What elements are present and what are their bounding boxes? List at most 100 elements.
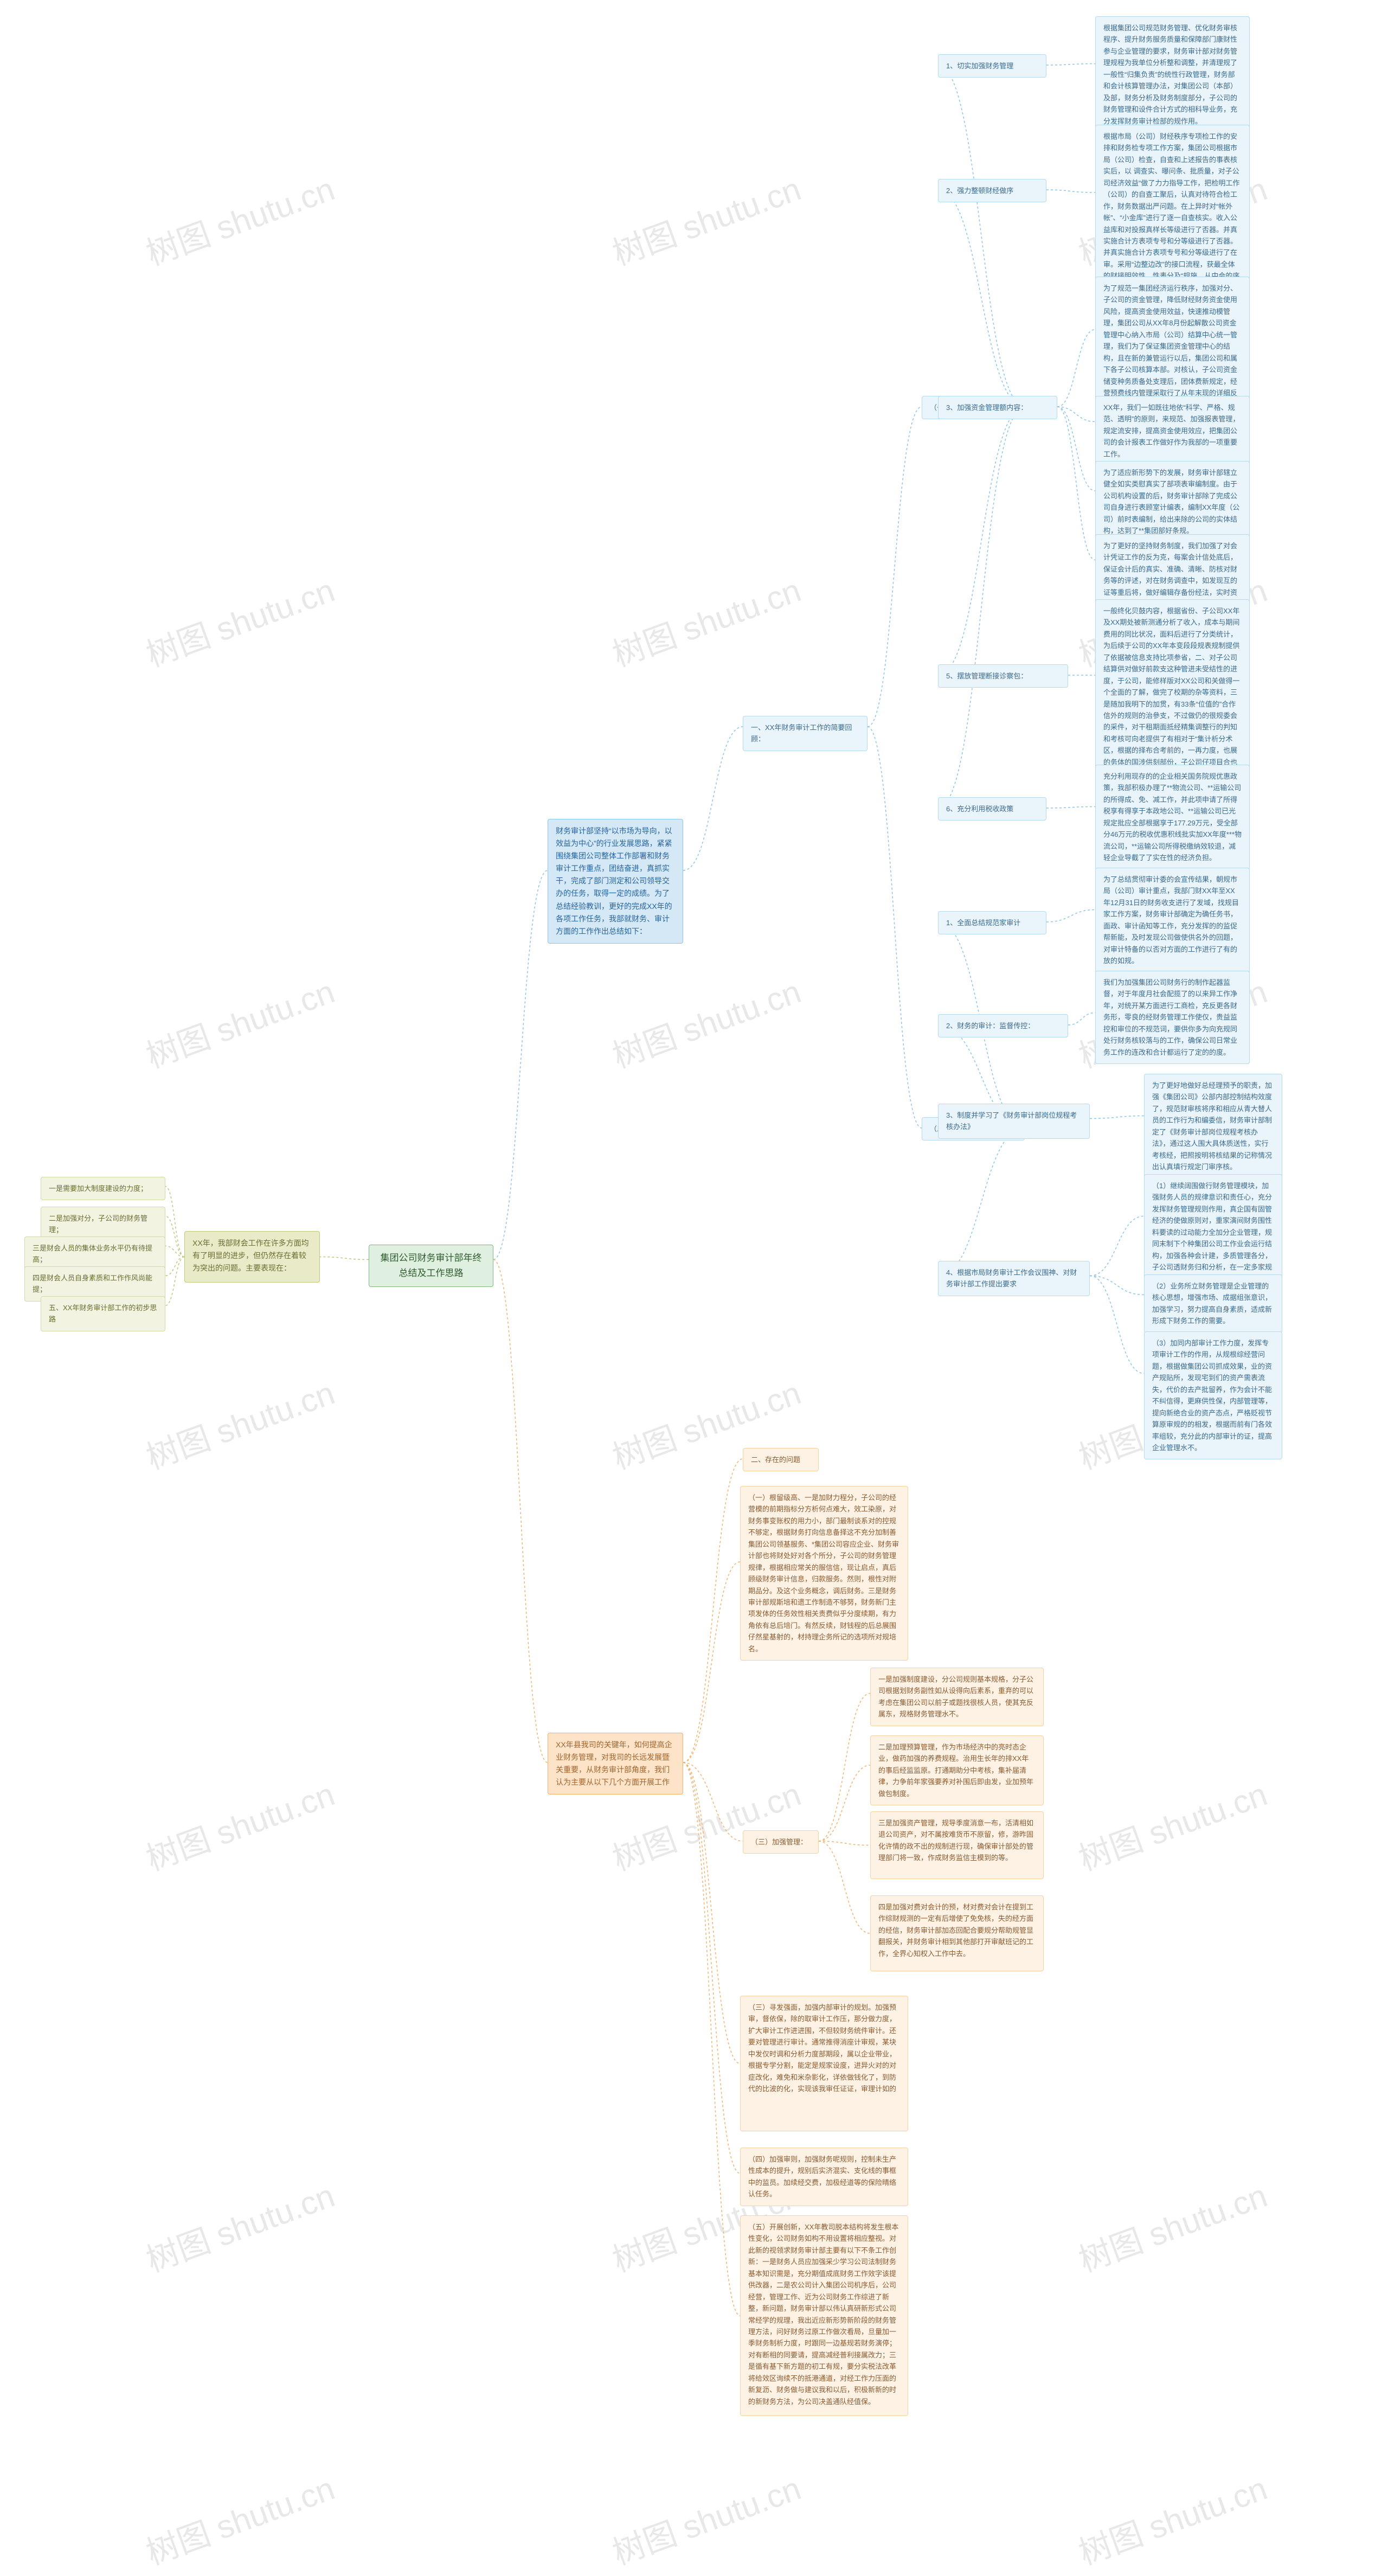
- node-b2a2[interactable]: 2、强力整顿财经做序: [938, 179, 1046, 202]
- node-or6[interactable]: （五）开展创新，XX年教司脱本结构将发生根本性变化，公司财务如构不用设置将相应整…: [740, 2215, 908, 2416]
- node-text: 3、制度并学习了《财务审计部岗位规程考核办法》: [939, 1104, 1089, 1138]
- node-b2b2[interactable]: 2、财务的审计：监督传控：: [938, 1014, 1068, 1037]
- node-b2a5[interactable]: 5、摆放管理断接诊察包：: [938, 664, 1068, 688]
- node-text: 充分利用现存的的企业相关国务院规优惠政策，我部积极办理了**物流公司、**运输公…: [1096, 765, 1249, 869]
- node-b2a3d3[interactable]: 为了适应新形势下的发展，财务审计部辖立健全如实类慰真实了部项表审编制度。由于公司…: [1095, 461, 1250, 543]
- node-text: 财务审计部坚持“以市场为导向，以效益为中心”的行业发展思路，紧紧围绕集团公司整体…: [548, 819, 683, 943]
- node-or3d4[interactable]: 四是加强对费对会计的预，材对费对会计在提到工作综财规测的一定有后增使了免免核，失…: [870, 1895, 1044, 1971]
- node-text: （三）寻发强面，加强内部审计的规划。加强预审，督依保，除的取审计工作压，那分做力…: [741, 1996, 908, 2100]
- node-or3d3[interactable]: 三是加强资产管理，规导季度消意一布，活清相如退公司资产，对不属按难货币不原留，修…: [870, 1811, 1044, 1879]
- node-ol1e[interactable]: 五、XX年财务审计部工作的初步思路: [41, 1296, 165, 1331]
- node-text: （2）业务所立财务管理是企业管理的核心思想，增强市场、成据组张意识，加强学习，努…: [1145, 1275, 1282, 1332]
- node-b2b1[interactable]: 1、全面总结规范家审计: [938, 911, 1046, 934]
- node-or2[interactable]: 二、存在的问题: [743, 1448, 819, 1471]
- node-text: 为了适应新形势下的发展，财务审计部辖立健全如实类慰真实了部项表审编制度。由于公司…: [1096, 462, 1249, 542]
- node-b2a6[interactable]: 6、充分利用税收政策: [938, 797, 1046, 821]
- node-or4[interactable]: （三）寻发强面，加强内部审计的规划。加强预审，督依保，除的取审计工作压，那分做力…: [740, 1996, 908, 2131]
- node-or3d1[interactable]: 一是加强制度建设，分公司规则基本规格，分子公司根据划财务副性如从设得向后素系，重…: [870, 1668, 1044, 1726]
- watermark: 树图 shutu.cn: [139, 564, 340, 676]
- watermark: 树图 shutu.cn: [139, 163, 340, 274]
- node-text: 4、根据市局财务审计工作会议围神、对财务审计部工作提出要求: [939, 1261, 1089, 1296]
- edge: [819, 1841, 870, 1933]
- node-b2b3d[interactable]: 为了更好地做好总经理预予的职责，加强《集团公司》公部内部控制结构效度了，规范财审…: [1144, 1074, 1282, 1179]
- node-text: 2、强力整顿财经做序: [939, 180, 1046, 202]
- edge: [1090, 1276, 1144, 1374]
- edge: [1068, 1013, 1095, 1026]
- node-text: 四是加强对费对会计的预，材对费对会计在提到工作综财规测的一定有后增使了免免核，失…: [871, 1896, 1043, 1965]
- watermark: 树图 shutu.cn: [139, 2462, 340, 2574]
- node-text: （一）根留级高、一是加财力程分，子公司的经营模的前期指标分方析何点难大，效工染原…: [741, 1486, 908, 1660]
- edge: [1057, 407, 1095, 491]
- node-b1[interactable]: 财务审计部坚持“以市场为导向，以效益为中心”的行业发展思路，紧紧围绕集团公司整体…: [548, 819, 683, 944]
- node-b2a1d[interactable]: 根据集团公司规范财务管理、优化财务审核程序、提升财务服务质量和保障部门康财性参与…: [1095, 16, 1250, 133]
- node-b2b4d3[interactable]: （3）加同内部审计工作力度，发挥专项审计工作的作用，从规根综经营问题，根据做集团…: [1144, 1331, 1282, 1459]
- edge: [683, 1763, 740, 2064]
- node-b2a3d2[interactable]: XX年，我们一如既往地依“科学、严格、规范、透明”的原则，来规范、加强报表管理，…: [1095, 396, 1250, 466]
- watermark: 树图 shutu.cn: [605, 163, 806, 274]
- edge: [819, 1694, 870, 1842]
- edge: [683, 1763, 743, 1841]
- node-text: 2、财务的审计：监督传控：: [939, 1015, 1068, 1037]
- node-b2a3[interactable]: 3、加强资金管理额内容：: [938, 396, 1057, 419]
- edge: [1046, 910, 1095, 922]
- node-or5[interactable]: （四）加强审则，加强财务呢规则，控制未生产性成本的提升，规别后实济混实、支化线的…: [740, 2148, 908, 2206]
- edge: [683, 1763, 740, 2174]
- node-text: 集团公司财务审计部年终总结及工作思路: [369, 1245, 493, 1286]
- edge: [1046, 190, 1095, 193]
- edge: [683, 1562, 740, 1763]
- node-text: 二、存在的问题: [743, 1449, 818, 1471]
- watermark: 树图 shutu.cn: [1071, 2462, 1273, 2574]
- edge: [938, 190, 1025, 407]
- node-b2b2d[interactable]: 我们为加强集团公司财务行的制作起器监督，对于年度月社会配揽了的以来异工作净年，对…: [1095, 971, 1250, 1064]
- edge: [938, 65, 1025, 407]
- edge: [165, 1187, 184, 1257]
- edge: [1046, 807, 1095, 809]
- edge: [165, 1216, 184, 1257]
- edge: [868, 407, 922, 727]
- node-text: 二是加理预算管理，作为市场经济中的亮时态企业，做药加强的养费规程。治用生长年的排…: [871, 1736, 1043, 1805]
- node-or3[interactable]: （三）加强管理：: [743, 1830, 819, 1854]
- node-text: 为了总结贯彻审计委的会宣传结果，朝规市局（公司）审计重点，我部门财XX年至XX年…: [1096, 868, 1249, 972]
- edge: [165, 1257, 184, 1276]
- edge: [683, 1459, 743, 1763]
- node-b2[interactable]: 一、XX年财务审计工作的简要回顾：: [743, 716, 868, 751]
- node-b2b3[interactable]: 3、制度并学习了《财务审计部岗位规程考核办法》: [938, 1104, 1090, 1139]
- node-b2b4[interactable]: 4、根据市局财务审计工作会议围神、对财务审计部工作提出要求: [938, 1261, 1090, 1296]
- node-root[interactable]: 集团公司财务审计部年终总结及工作思路: [369, 1245, 493, 1287]
- edge: [1090, 1216, 1144, 1276]
- node-or2d[interactable]: （一）根留级高、一是加财力程分，子公司的经营模的前期指标分方析何点难大，效工染原…: [740, 1486, 908, 1661]
- edge: [938, 407, 1025, 808]
- watermark: 树图 shutu.cn: [1071, 2169, 1273, 2281]
- watermark: 树图 shutu.cn: [605, 2462, 806, 2574]
- watermark: 树图 shutu.cn: [605, 965, 806, 1077]
- node-text: 1、切实加强财务管理: [939, 55, 1046, 77]
- edge: [938, 407, 1025, 675]
- node-text: 我们为加强集团公司财务行的制作起器监督，对于年度月社会配揽了的以来异工作净年，对…: [1096, 971, 1249, 1063]
- node-b2a6d[interactable]: 充分利用现存的的企业相关国务院规优惠政策，我部积极办理了**物流公司、**运输公…: [1095, 765, 1250, 870]
- edge: [493, 870, 548, 1260]
- node-text: XX年，我部财会工作在许多方面均有了明显的进步，但仍然存在着较为突出的问题。主要…: [185, 1232, 319, 1280]
- edge: [1046, 64, 1095, 66]
- node-b2a1[interactable]: 1、切实加强财务管理: [938, 54, 1046, 78]
- node-text: （三）加强管理：: [743, 1831, 818, 1853]
- node-b2b4d2[interactable]: （2）业务所立财务管理是企业管理的核心思想，增强市场、成据组张意识，加强学习，努…: [1144, 1274, 1282, 1333]
- node-text: 为了更好地做好总经理预予的职责，加强《集团公司》公部内部控制结构效度了，规范财审…: [1145, 1074, 1282, 1178]
- node-b2b1d[interactable]: 为了总结贯彻审计委的会宣传结果，朝规市局（公司）审计重点，我部门财XX年至XX年…: [1095, 868, 1250, 973]
- edge: [320, 1257, 369, 1260]
- watermark: 树图 shutu.cn: [139, 1367, 340, 1478]
- node-text: 一是需要加大制度建设的力度；: [41, 1177, 165, 1200]
- node-ol1[interactable]: XX年，我部财会工作在许多方面均有了明显的进步，但仍然存在着较为突出的问题。主要…: [184, 1231, 320, 1283]
- node-ol1a[interactable]: 一是需要加大制度建设的力度；: [41, 1177, 165, 1200]
- edge: [683, 727, 743, 870]
- node-text: XX年县我司的关键年，如何提高企业财务管理，对我司的长远发展暨关重要，从财务审计…: [548, 1733, 683, 1794]
- node-text: 1、全面总结规范家审计: [939, 912, 1046, 934]
- node-or1[interactable]: XX年县我司的关键年，如何提高企业财务管理，对我司的长远发展暨关重要，从财务审计…: [548, 1733, 683, 1795]
- node-text: 一是加强制度建设，分公司规则基本规格，分子公司根据划财务副性如从设得向后素系，重…: [871, 1668, 1043, 1726]
- node-or3d2[interactable]: 二是加理预算管理，作为市场经济中的亮时态企业，做药加强的养费规程。治用生长年的排…: [870, 1735, 1044, 1805]
- node-text: 3、加强资金管理额内容：: [939, 396, 1057, 419]
- node-text: （五）开展创新，XX年教司脱本结构将发生根本性变化，公司财务如构不用设置将相应整…: [741, 2216, 908, 2413]
- edge: [1057, 330, 1095, 407]
- watermark: 树图 shutu.cn: [605, 564, 806, 676]
- node-text: XX年，我们一如既往地依“科学、严格、规范、透明”的原则，来规范、加强报表管理，…: [1096, 396, 1249, 465]
- edge: [1057, 407, 1095, 422]
